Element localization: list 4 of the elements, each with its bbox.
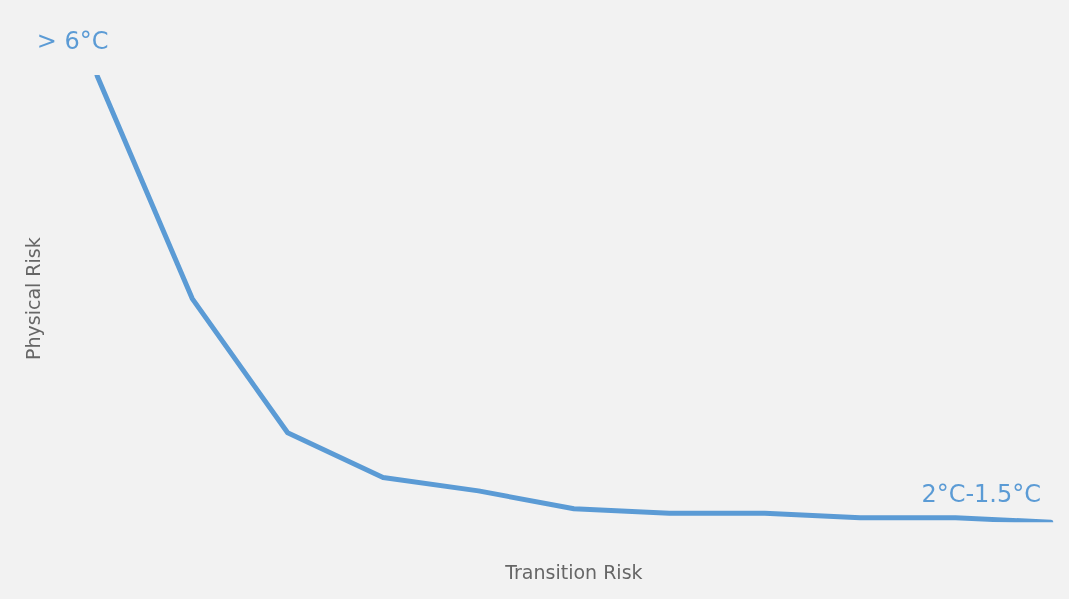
- annotation: 2°C-1.5°C: [921, 480, 1041, 509]
- text: > 6°C: [36, 27, 109, 56]
- y-axis-title: Physical Risk: [22, 237, 45, 360]
- x-axis-title: Transition Risk: [504, 560, 643, 583]
